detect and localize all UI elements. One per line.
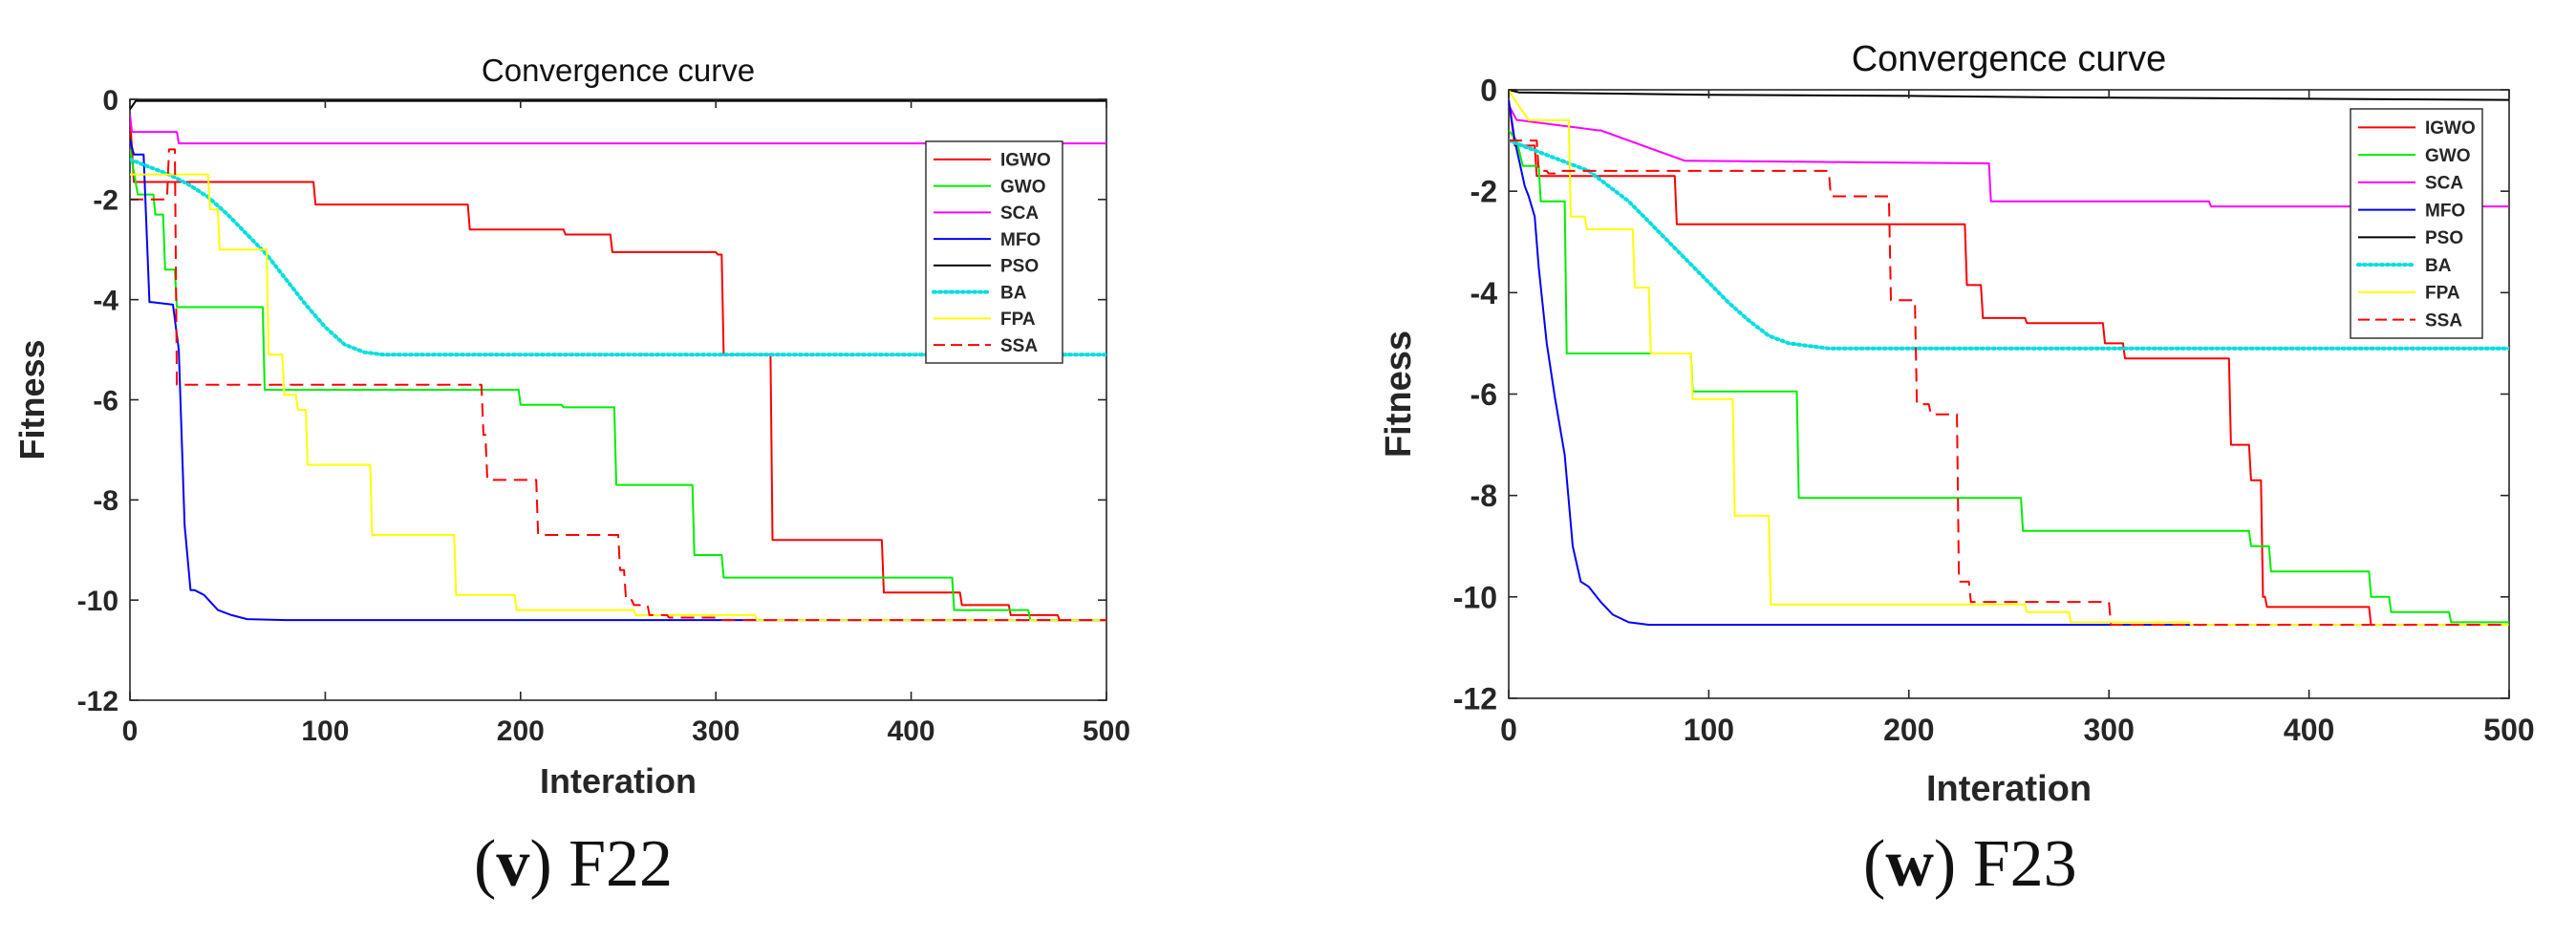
x-tick-label: 0	[122, 716, 139, 747]
chart-f22: 0 100 200 300 400 500 0 -2 -4 -6 -8 -10 -12 Convergen…	[12, 53, 1130, 801]
legend-label-ba: BA	[2425, 256, 2452, 276]
series-igwo	[1509, 99, 2509, 626]
x-axis-label: Interation	[1926, 769, 2092, 809]
series-mfo	[130, 139, 1106, 622]
series-pso	[130, 99, 1106, 111]
y-tick-label: -12	[1453, 682, 1497, 716]
legend-label-sca: SCA	[1000, 203, 1039, 224]
legend-label-ba: BA	[1000, 283, 1027, 303]
x-tick-label: 400	[2284, 713, 2334, 747]
x-tick-label: 100	[1684, 713, 1734, 747]
y-axis-label: Fitness	[12, 339, 52, 459]
legend-label-sca: SCA	[2425, 174, 2463, 194]
y-tick-label: 0	[1480, 74, 1497, 108]
series-gwo	[130, 149, 1106, 622]
legend-label-pso: PSO	[1000, 257, 1039, 277]
series-sca	[130, 114, 1106, 145]
series-ssa	[1509, 139, 2509, 626]
legend: IGWO GWO SCA MFO PSO BA FPA SSA	[925, 140, 1063, 364]
legend-label-ssa: SSA	[2425, 310, 2462, 331]
legend-label-gwo: GWO	[1000, 177, 1046, 197]
series-fpa	[1509, 89, 2509, 626]
legend-label-mfo: MFO	[2425, 201, 2465, 221]
legend-label-fpa: FPA	[2425, 284, 2460, 304]
series-pso	[1509, 89, 2509, 101]
legend-label-gwo: GWO	[2425, 146, 2471, 166]
chart-title: Convergence curve	[1852, 39, 2167, 79]
series-group	[1509, 89, 2509, 626]
x-tick-label: 200	[1883, 713, 1934, 747]
chart-title: Convergence curve	[482, 53, 755, 88]
caption-w: (w) F23	[1863, 827, 2077, 901]
x-axis-label: Interation	[540, 761, 697, 801]
series-mfo	[1509, 99, 2509, 626]
legend-label-igwo: IGWO	[1000, 151, 1051, 171]
x-tick-label: 300	[2084, 713, 2135, 747]
x-tick-label: 500	[1083, 716, 1130, 747]
y-tick-label: -4	[1470, 276, 1498, 310]
y-tick-label: 0	[102, 85, 118, 117]
legend-label-ssa: SSA	[1000, 336, 1038, 356]
series-igwo	[130, 114, 1106, 622]
y-tick-label: -8	[93, 485, 118, 517]
caption-v: (v) F22	[474, 827, 674, 901]
x-tick-label: 300	[692, 716, 740, 747]
legend-box	[2350, 108, 2483, 339]
y-tick-label: -6	[1470, 377, 1497, 412]
series-gwo	[1509, 129, 2509, 624]
x-tick-label: 500	[2483, 713, 2534, 747]
series-fpa	[130, 173, 1106, 622]
legend-label-fpa: FPA	[1000, 310, 1036, 330]
y-tick-label: -10	[77, 586, 118, 617]
y-tick-label: -4	[93, 285, 118, 316]
legend: IGWO GWO SCA MFO PSO BA FPA SSA	[2350, 108, 2483, 339]
series-sca	[1509, 104, 2509, 208]
y-tick-label: -2	[93, 185, 118, 217]
y-tick-label: -2	[1470, 175, 1497, 209]
x-tick-label: 400	[888, 716, 935, 747]
x-tick-label: 100	[301, 716, 349, 747]
y-tick-label: -12	[77, 686, 118, 717]
series-ssa	[130, 148, 1106, 622]
series-ba	[130, 157, 1106, 357]
series-ba	[1509, 139, 2509, 351]
chart-f23: 0 100 200 300 400 500 0 -2 -4 -6 -8 -10 -12 Convergen…	[1379, 39, 2535, 809]
legend-box	[925, 140, 1063, 364]
legend-label-igwo: IGWO	[2425, 118, 2476, 139]
y-tick-label: -10	[1453, 580, 1497, 614]
x-tick-label: 0	[1500, 713, 1517, 747]
x-tick-label: 200	[497, 716, 545, 747]
y-tick-label: -6	[93, 385, 118, 417]
y-tick-label: -8	[1470, 479, 1497, 513]
y-axis-label: Fitness	[1379, 331, 1419, 458]
legend-label-mfo: MFO	[1000, 230, 1041, 250]
legend-label-pso: PSO	[2425, 228, 2463, 248]
series-group	[130, 99, 1106, 622]
